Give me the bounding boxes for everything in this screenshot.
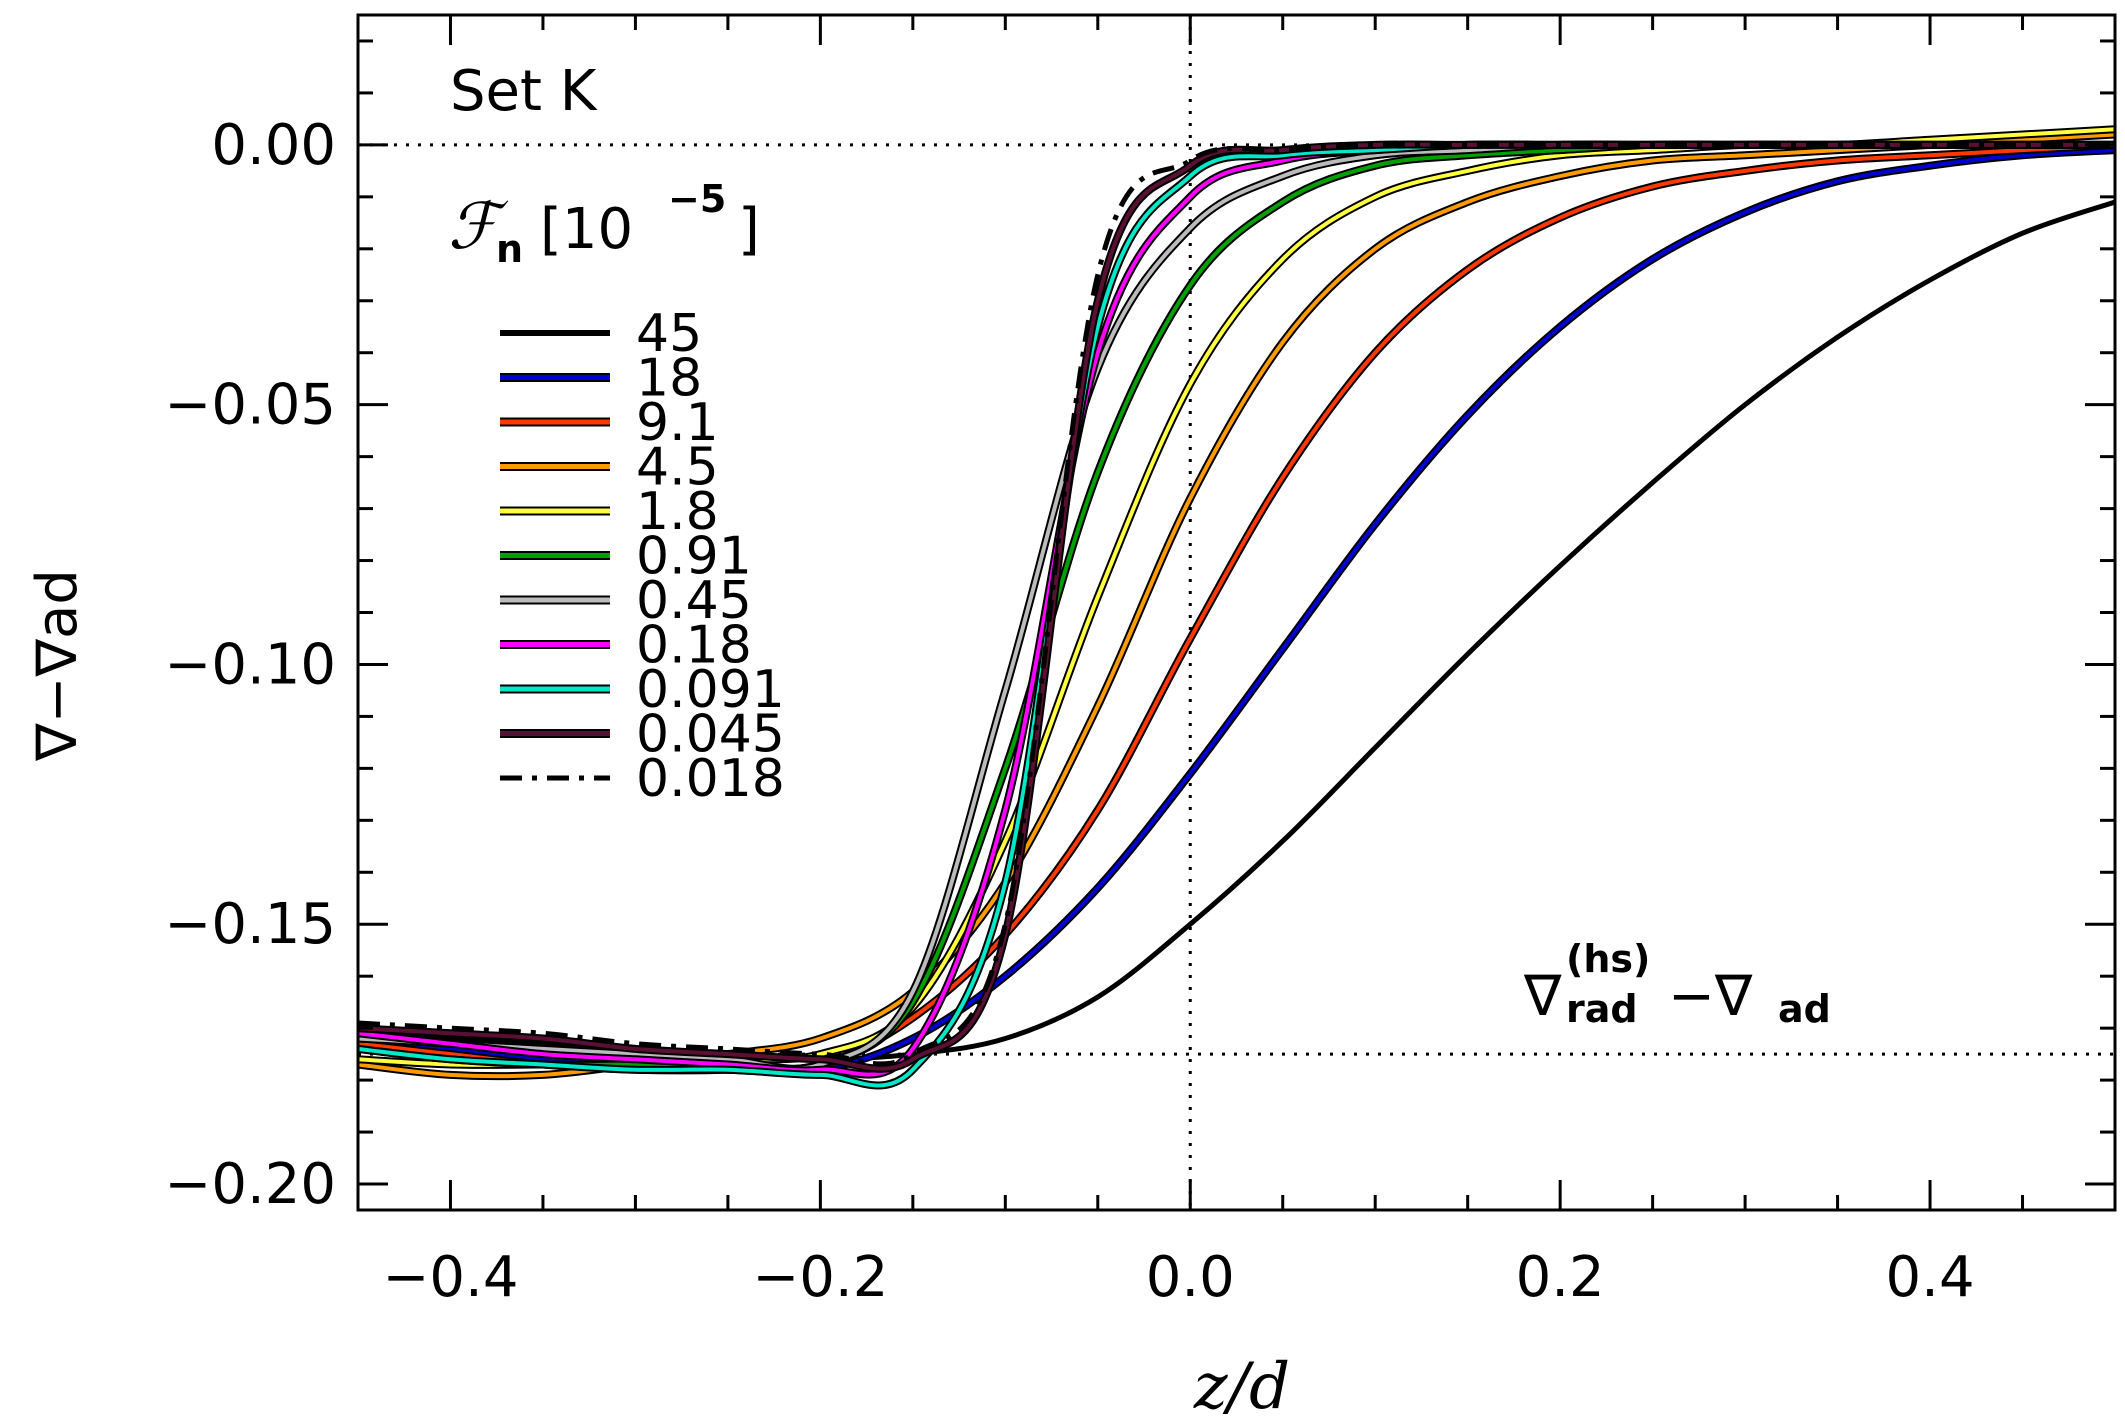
legend-title-unit: [10: [540, 197, 633, 262]
legend-title-close: ]: [738, 197, 760, 262]
legend-label-1p8: 1.8: [636, 482, 719, 542]
legend-label-0p91: 0.91: [636, 527, 752, 587]
hs-label-nabla: ∇: [1523, 964, 1562, 1029]
series-line-0p045: [357, 142, 2115, 1071]
legend-label-18: 18: [636, 349, 702, 409]
legend-label-0p18: 0.18: [636, 616, 752, 676]
y-tick-label: 0.00: [211, 113, 336, 178]
legend-label-0p045: 0.045: [636, 705, 785, 765]
legend-title-subscript: n: [496, 227, 523, 271]
legend-label-4p5: 4.5: [636, 438, 719, 498]
y-axis-label: ∇−∇ad: [25, 569, 90, 762]
hs-label-subscript-ad: ad: [1778, 987, 1831, 1031]
legend-label-0p018: 0.018: [636, 749, 785, 809]
x-tick-label: −0.2: [752, 1245, 888, 1310]
legend-label-9p1: 9.1: [636, 393, 719, 453]
x-tick-label: −0.4: [382, 1245, 518, 1310]
y-tick-label: −0.05: [164, 373, 336, 438]
hs-label-superscript: (hs): [1566, 937, 1650, 981]
hs-label-minus-nabla: −∇: [1668, 964, 1753, 1029]
series-line-0p018: [357, 142, 2115, 1067]
series-curves: [357, 125, 2116, 1090]
hs-annotation: ∇ (hs) rad −∇ ad: [1523, 937, 1831, 1031]
set-label: Set K: [450, 59, 598, 124]
legend-label-45: 45: [636, 304, 702, 364]
y-tick-label: −0.15: [164, 892, 336, 957]
y-tick-label: −0.20: [164, 1152, 336, 1217]
x-tick-label: 0.2: [1516, 1245, 1605, 1310]
x-axis-label: z/d: [1193, 1350, 1290, 1417]
legend-label-0p091: 0.091: [636, 660, 785, 720]
hs-label-subscript: rad: [1566, 987, 1638, 1031]
x-tick-label: 0.4: [1886, 1245, 1975, 1310]
y-tick-label: −0.10: [164, 632, 336, 697]
legend-label-0p45: 0.45: [636, 571, 752, 631]
ticks: −0.4 −0.2 0.0 0.2 0.4 0.00 −0.05 −0.10 −0.15 −0.2…: [164, 15, 2117, 1310]
x-tick-label: 0.0: [1146, 1245, 1235, 1310]
legend-title-exponent: −5: [668, 177, 726, 221]
